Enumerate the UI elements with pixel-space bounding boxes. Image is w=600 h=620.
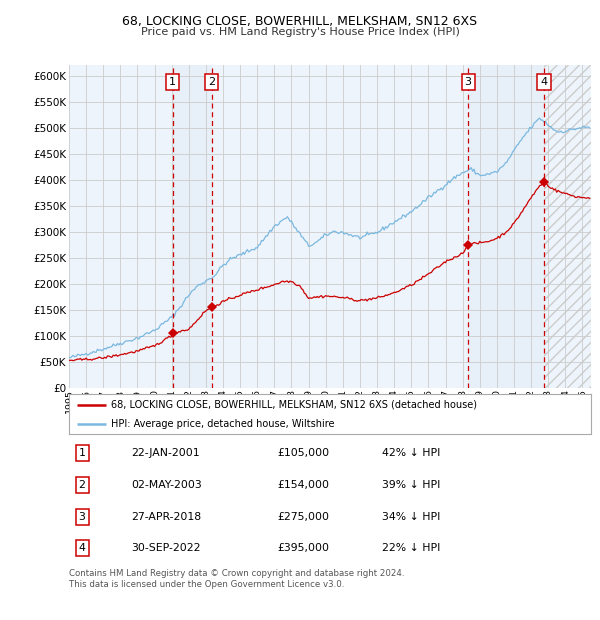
Text: £395,000: £395,000: [278, 543, 330, 553]
Text: 22% ↓ HPI: 22% ↓ HPI: [382, 543, 440, 553]
Text: 2: 2: [208, 77, 215, 87]
Text: Price paid vs. HM Land Registry's House Price Index (HPI): Price paid vs. HM Land Registry's House …: [140, 27, 460, 37]
Text: Contains HM Land Registry data © Crown copyright and database right 2024.
This d: Contains HM Land Registry data © Crown c…: [69, 569, 404, 588]
Text: 1: 1: [169, 77, 176, 87]
Text: 3: 3: [464, 77, 472, 87]
Text: 2: 2: [79, 480, 85, 490]
Bar: [468, 65, 544, 388]
Text: 02-MAY-2003: 02-MAY-2003: [131, 480, 202, 490]
Text: 1: 1: [79, 448, 85, 458]
Text: 30-SEP-2022: 30-SEP-2022: [131, 543, 201, 553]
Text: £105,000: £105,000: [278, 448, 330, 458]
Text: 39% ↓ HPI: 39% ↓ HPI: [382, 480, 440, 490]
Text: 22-JAN-2001: 22-JAN-2001: [131, 448, 200, 458]
Text: 42% ↓ HPI: 42% ↓ HPI: [382, 448, 440, 458]
Text: 27-APR-2018: 27-APR-2018: [131, 512, 202, 521]
Text: 68, LOCKING CLOSE, BOWERHILL, MELKSHAM, SN12 6XS (detached house): 68, LOCKING CLOSE, BOWERHILL, MELKSHAM, …: [111, 399, 477, 410]
Bar: [173, 65, 212, 388]
Text: HPI: Average price, detached house, Wiltshire: HPI: Average price, detached house, Wilt…: [111, 419, 334, 429]
Text: £154,000: £154,000: [278, 480, 330, 490]
Text: 4: 4: [79, 543, 85, 553]
Bar: [544, 65, 591, 388]
Text: 34% ↓ HPI: 34% ↓ HPI: [382, 512, 440, 521]
Text: £275,000: £275,000: [278, 512, 330, 521]
Text: 4: 4: [541, 77, 547, 87]
Text: 68, LOCKING CLOSE, BOWERHILL, MELKSHAM, SN12 6XS: 68, LOCKING CLOSE, BOWERHILL, MELKSHAM, …: [122, 16, 478, 29]
Text: 3: 3: [79, 512, 85, 521]
